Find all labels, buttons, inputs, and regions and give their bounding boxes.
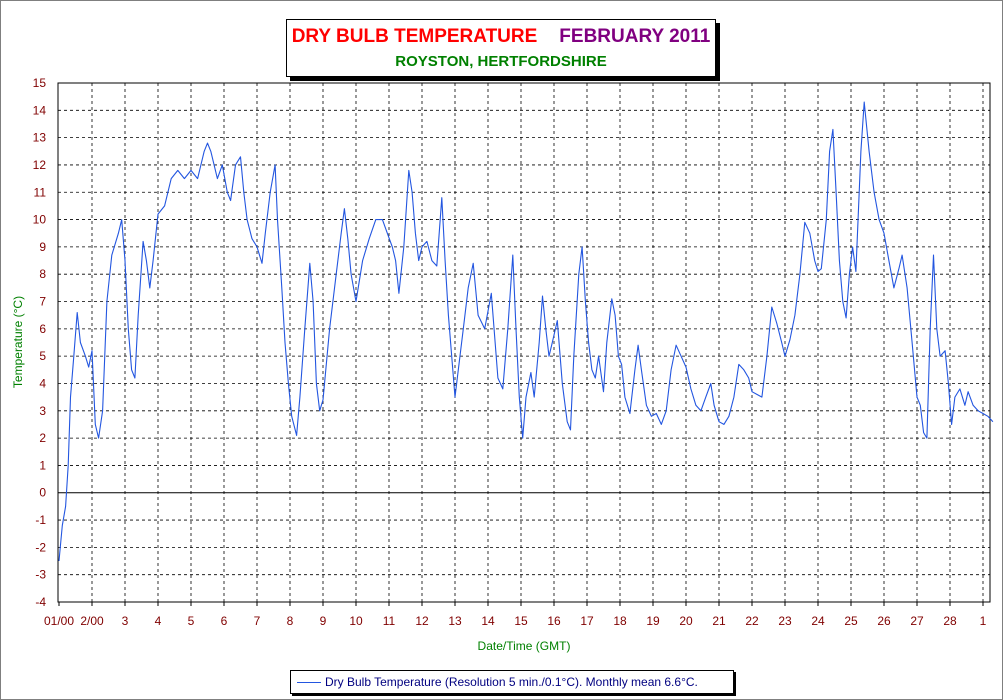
- x-tick-label: 22: [745, 614, 759, 628]
- x-tick-label: 23: [778, 614, 792, 628]
- x-tick-label: 14: [481, 614, 495, 628]
- y-tick-label: -1: [35, 513, 46, 527]
- y-tick-label: 0: [39, 486, 46, 500]
- y-tick-label: -4: [35, 595, 46, 609]
- x-tick-label: 3: [122, 614, 129, 628]
- y-axis-label: Temperature (°C): [11, 296, 25, 388]
- y-tick-label: 9: [39, 240, 46, 254]
- y-tick-label: 12: [33, 158, 47, 172]
- legend-text: Dry Bulb Temperature (Resolution 5 min./…: [325, 675, 698, 689]
- x-axis-label: Date/Time (GMT): [478, 639, 571, 653]
- x-tick-label: 25: [844, 614, 858, 628]
- y-tick-label: 15: [33, 76, 47, 90]
- x-tick-label: 7: [254, 614, 261, 628]
- series-line-dry-bulb-temperature: [58, 101, 994, 562]
- chart-subtitle: ROYSTON, HERTFORDSHIRE: [395, 53, 607, 70]
- x-tick-label: 5: [188, 614, 195, 628]
- y-tick-label: 6: [39, 322, 46, 336]
- chart-date-title: FEBRUARY 2011: [559, 26, 711, 47]
- x-tick-label: 10: [349, 614, 363, 628]
- y-tick-label: 11: [34, 185, 47, 199]
- series-layer: [58, 101, 994, 562]
- x-tick-label: 11: [383, 614, 396, 628]
- y-tick-label: 2: [39, 431, 46, 445]
- plot-area: [57, 82, 991, 603]
- x-tick-label: 12: [415, 614, 429, 628]
- y-tick-label: 3: [39, 404, 46, 418]
- x-tick-label: 27: [910, 614, 924, 628]
- x-tick-label: 1: [980, 614, 987, 628]
- x-tick-label: 21: [712, 614, 726, 628]
- x-tick-label: 8: [287, 614, 294, 628]
- x-tick-label: 19: [646, 614, 660, 628]
- x-tick-label: 26: [877, 614, 891, 628]
- x-tick-label: 20: [679, 614, 693, 628]
- x-tick-label: 13: [448, 614, 462, 628]
- x-tick-label: 01/00: [44, 614, 74, 628]
- y-tick-label: 8: [39, 267, 46, 281]
- legend-swatch: [297, 682, 321, 683]
- title-box: DRY BULB TEMPERATURE FEBRUARY 2011 ROYSTO…: [286, 19, 716, 77]
- chart-title: DRY BULB TEMPERATURE: [291, 26, 538, 47]
- x-tick-label: 18: [613, 614, 627, 628]
- y-tick-label: 13: [33, 131, 47, 145]
- y-tick-label: 10: [33, 213, 47, 227]
- x-tick-label: 28: [943, 614, 957, 628]
- x-tick-label: 2/00: [80, 614, 104, 628]
- y-tick-label: 1: [39, 458, 46, 472]
- y-tick-label: -3: [35, 568, 46, 582]
- x-tick-label: 15: [514, 614, 528, 628]
- title-line: DRY BULB TEMPERATURE FEBRUARY 2011: [287, 26, 715, 48]
- x-tick-label: 6: [221, 614, 228, 628]
- y-tick-label: -2: [35, 540, 46, 554]
- y-tick-label: 14: [33, 103, 47, 117]
- y-tick-label: 4: [39, 376, 46, 390]
- x-tick-label: 17: [580, 614, 594, 628]
- y-tick-label: 7: [39, 295, 46, 309]
- y-tick-label: 5: [39, 349, 46, 363]
- legend: Dry Bulb Temperature (Resolution 5 min./…: [290, 670, 734, 694]
- x-tick-label: 4: [155, 614, 162, 628]
- x-tick-label: 9: [320, 614, 327, 628]
- x-tick-label: 16: [547, 614, 561, 628]
- x-tick-label: 24: [811, 614, 825, 628]
